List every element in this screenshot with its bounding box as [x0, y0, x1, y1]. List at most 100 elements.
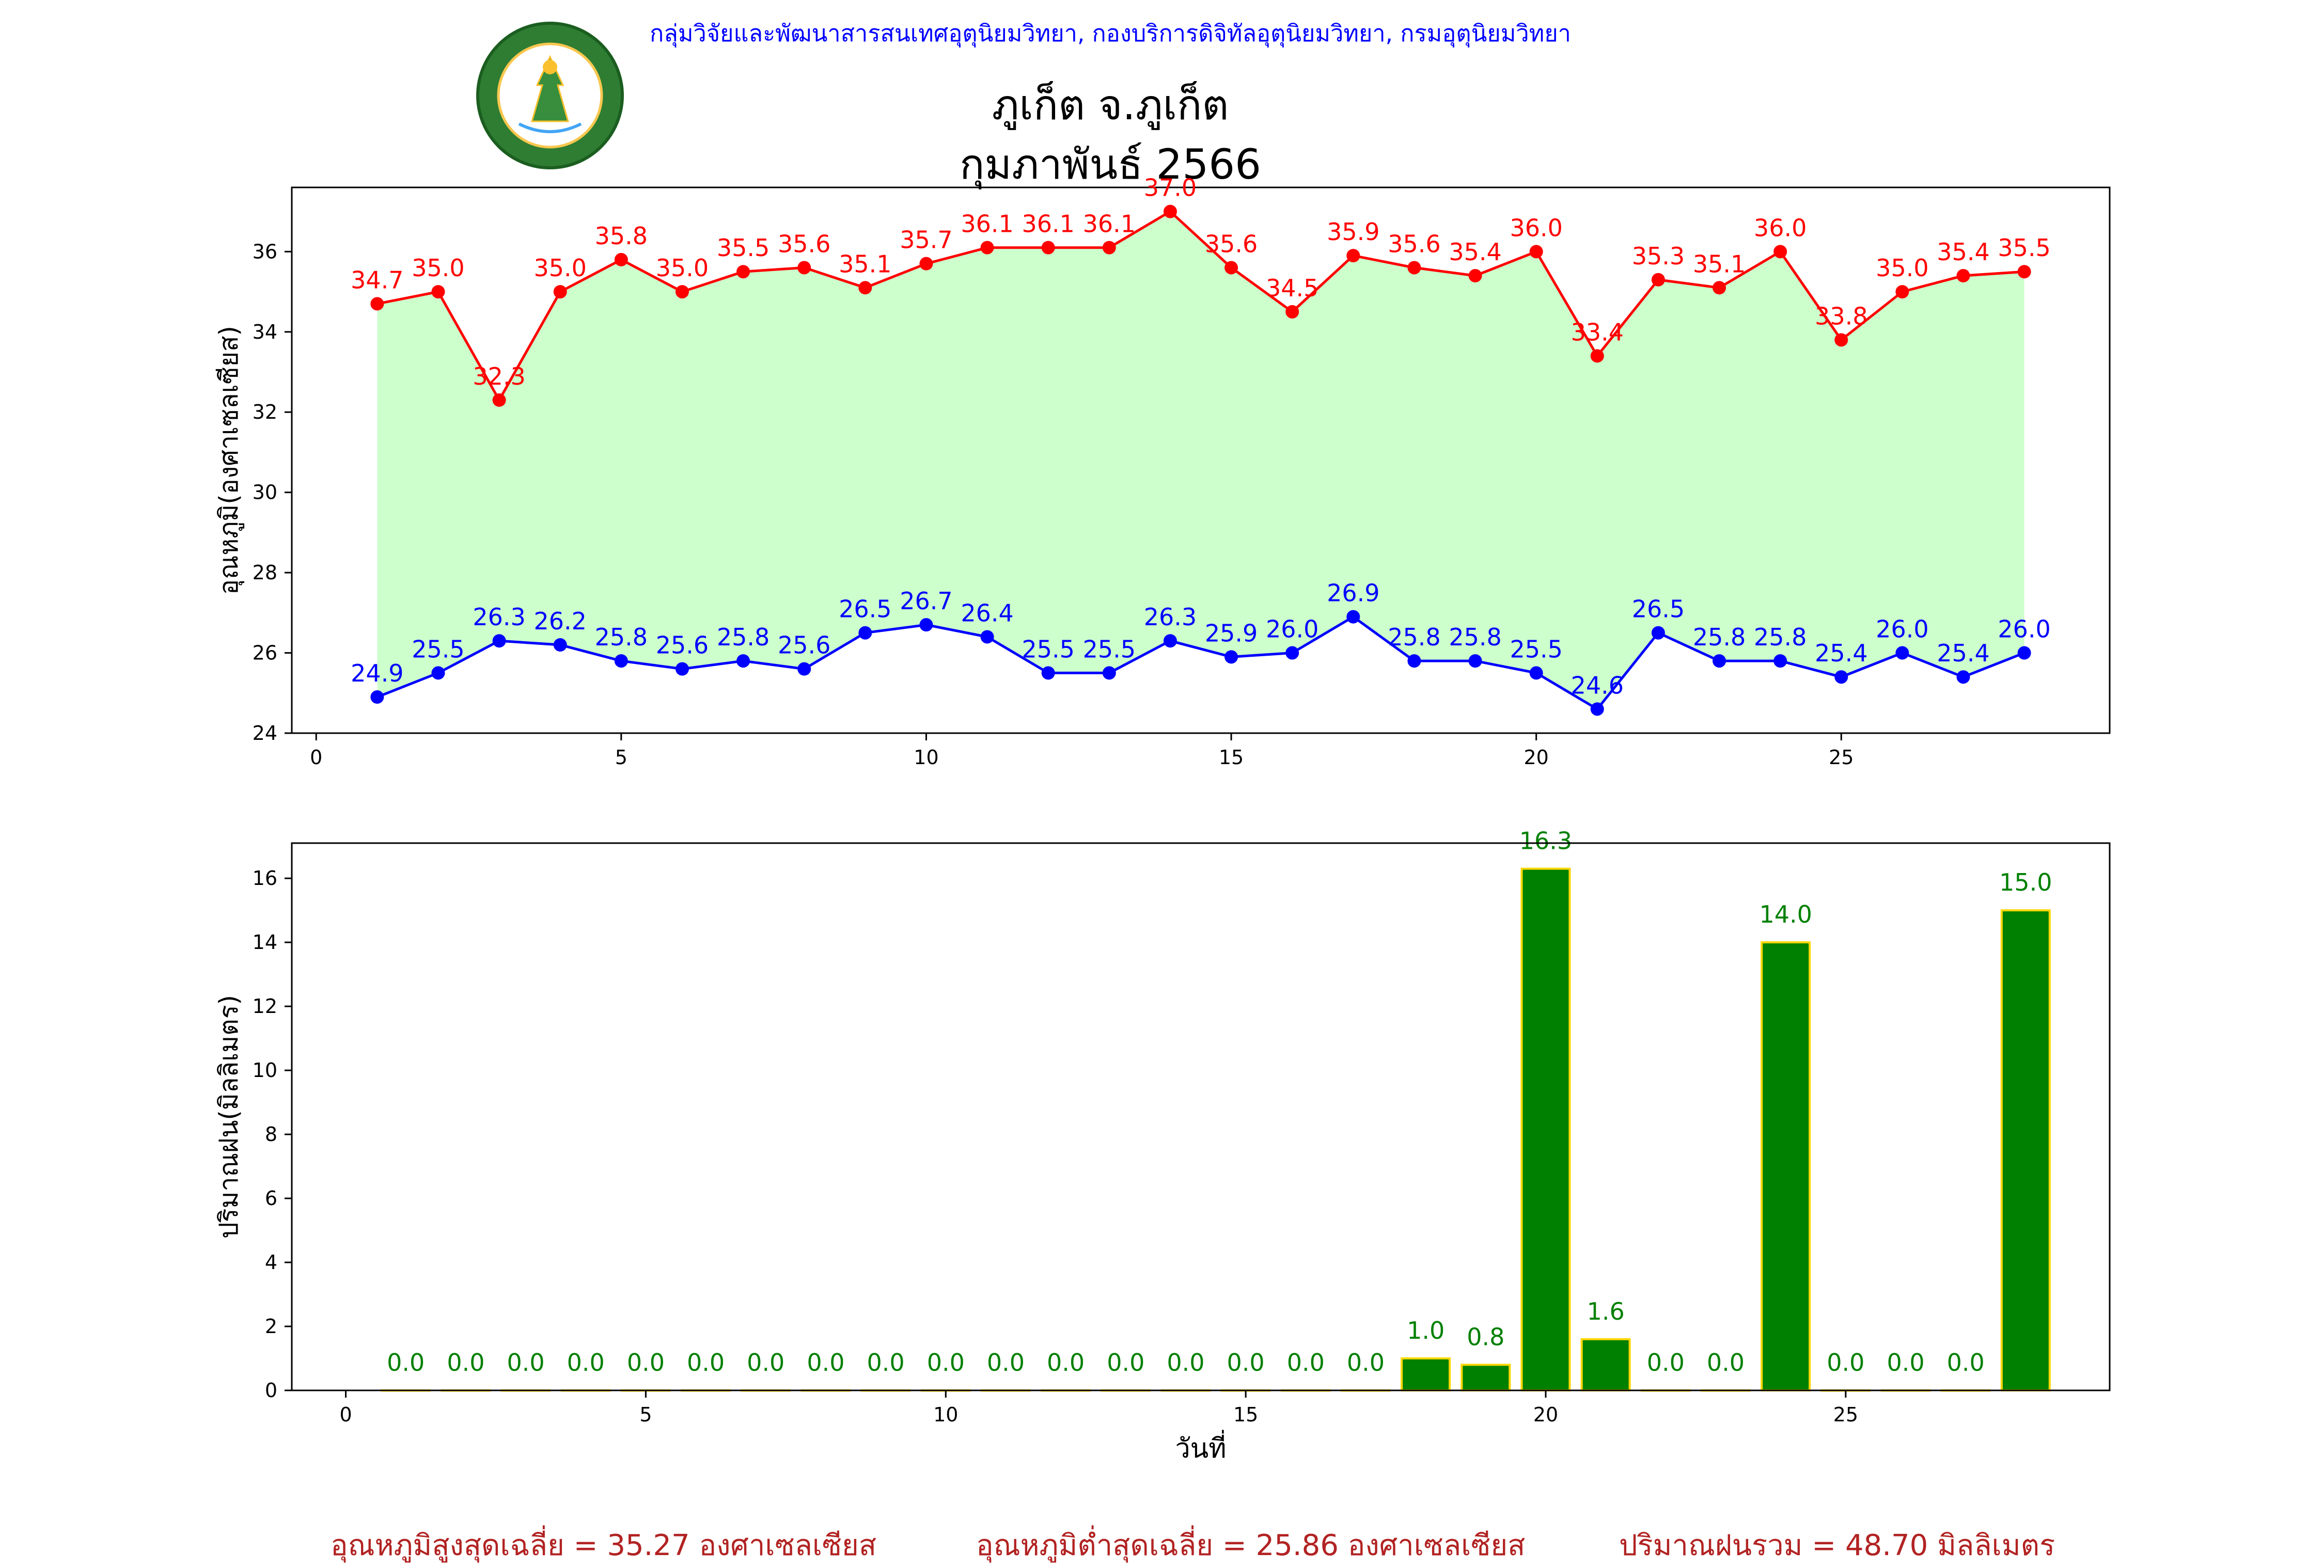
temperature-range-fill — [377, 211, 2024, 709]
rain-bar — [2000, 909, 2051, 1391]
min-temperature-line — [376, 615, 2025, 711]
rain-bar-label: 0.0 — [567, 1349, 605, 1376]
min-temperature-point — [1285, 646, 1299, 660]
min-temperature-label: 24.6 — [1571, 671, 1624, 699]
min-temperature-label: 25.8 — [1449, 623, 1501, 651]
rain-bar-label: 16.3 — [1519, 827, 1572, 855]
max-temperature-line — [376, 210, 2024, 403]
rain-x-tick-label: 10 — [933, 1403, 958, 1426]
rain-y-tick-label: 16 — [253, 867, 277, 890]
max-temperature-label: 32.3 — [473, 362, 525, 390]
min-temperature-point — [1407, 654, 1421, 668]
rain-bar-label: 0.0 — [387, 1349, 425, 1376]
temperature-y-tick-label: 30 — [253, 481, 277, 504]
min-temperature-label: 25.4 — [1815, 639, 1867, 667]
min-temperature-label: 26.5 — [839, 595, 891, 623]
min-temperature-point — [675, 662, 689, 676]
min-temperature-label: 26.7 — [900, 587, 952, 615]
max-temperature-label: 35.0 — [1876, 254, 1928, 282]
rain-x-tick-label: 0 — [339, 1403, 352, 1426]
rain-x-tick-label: 15 — [1233, 1403, 1258, 1426]
rain-bar-label: 0.0 — [1347, 1349, 1385, 1376]
max-temperature-label: 35.0 — [412, 254, 464, 282]
max-temperature-point — [553, 285, 567, 299]
rain-bar-label: 15.0 — [1999, 868, 2052, 896]
min-temperature-label: 25.8 — [1754, 623, 1807, 651]
rain-y-tick-label: 12 — [253, 995, 277, 1018]
min-temperature-label: 26.0 — [1266, 615, 1318, 643]
max-temperature-point — [1834, 333, 1848, 347]
temperature-x-tick-label: 15 — [1219, 746, 1244, 769]
min-temperature-point — [1590, 702, 1604, 716]
max-temperature-point — [797, 261, 811, 275]
rain-bar-label: 0.0 — [1947, 1349, 1985, 1376]
max-temperature-label: 36.1 — [1022, 210, 1074, 238]
min-temperature-label: 26.2 — [534, 607, 587, 635]
max-temperature-label: 35.5 — [1998, 234, 2050, 262]
min-temperature-point — [980, 630, 994, 644]
rain-x-axis-label: วันที่ — [1175, 1430, 1226, 1464]
max-temperature-point — [1895, 285, 1909, 299]
min-temperature-label: 25.5 — [412, 635, 464, 663]
min-temperature-point — [1529, 666, 1543, 680]
temperature-x-tick-label: 25 — [1829, 746, 1854, 769]
max-temperature-label: 34.5 — [1266, 274, 1318, 302]
min-temperature-label: 26.0 — [1998, 615, 2050, 643]
rain-bar — [1580, 1338, 1631, 1391]
chart-title-station: ภูเก็ต จ.ภูเก็ต — [992, 81, 1229, 129]
max-temperature-label: 35.4 — [1449, 238, 1501, 266]
min-temperature-point — [736, 654, 750, 668]
chart-title-period: กุมภาพันธ์ 2566 — [959, 140, 1262, 188]
rain-bar-label: 0.0 — [927, 1349, 965, 1376]
organization-header: กลุ่มวิจัยและพัฒนาสารสนเทศอุตุนิยมวิทยา,… — [650, 20, 1571, 47]
min-temperature-point — [1895, 646, 1909, 660]
min-temperature-point — [1041, 666, 1055, 680]
max-temperature-point — [858, 281, 872, 295]
max-temperature-point — [1651, 273, 1665, 287]
rain-bar-label: 0.0 — [1647, 1349, 1685, 1376]
rain-bar-label: 0.0 — [807, 1349, 844, 1376]
temperature-x-tick-label: 10 — [914, 746, 938, 769]
max-temperature-point — [736, 265, 750, 279]
temperature-y-tick-label: 28 — [253, 561, 277, 584]
rain-y-tick-label: 2 — [265, 1315, 277, 1338]
max-temperature-label: 35.8 — [595, 222, 648, 250]
max-temperature-point — [431, 285, 445, 299]
max-temperature-point — [919, 257, 933, 271]
rain-bar-label: 0.0 — [747, 1349, 784, 1376]
min-temperature-label: 24.9 — [351, 659, 403, 687]
rain-y-tick-label: 10 — [253, 1059, 277, 1082]
avg-max-temp-summary: อุณหภูมิสูงสุดเฉลี่ย = 35.27 องศาเซลเซีย… — [331, 1529, 877, 1562]
min-temperature-point — [1468, 654, 1482, 668]
rain-y-tick-label: 14 — [253, 931, 277, 954]
rain-y-tick-label: 8 — [265, 1123, 277, 1146]
rain-bar — [1520, 867, 1571, 1392]
rain-y-tick-label: 0 — [265, 1379, 277, 1402]
temperature-y-tick-label: 24 — [253, 722, 277, 745]
min-temperature-label: 26.3 — [473, 603, 525, 631]
max-temperature-label: 35.1 — [839, 250, 891, 278]
min-temperature-label: 26.0 — [1876, 615, 1928, 643]
min-temperature-point — [797, 662, 811, 676]
rain-bar — [1401, 1357, 1451, 1392]
rain-bar-label: 0.0 — [1227, 1349, 1265, 1376]
rain-bar-label: 0.0 — [867, 1349, 905, 1376]
min-temperature-point — [1346, 610, 1360, 624]
rain-bar-label: 0.0 — [507, 1349, 544, 1376]
rain-bar-label: 0.0 — [1167, 1349, 1204, 1376]
max-temperature-label: 36.1 — [961, 210, 1013, 238]
rain-bar-label: 0.0 — [447, 1349, 484, 1376]
max-temperature-point — [1590, 349, 1604, 363]
max-temperature-label: 36.1 — [1083, 210, 1136, 238]
min-temperature-label: 26.5 — [1632, 595, 1685, 623]
min-temperature-label: 25.8 — [1693, 623, 1746, 651]
min-temperature-label: 25.8 — [595, 623, 648, 651]
max-temperature-point — [1773, 245, 1787, 259]
max-temperature-label: 36.0 — [1510, 214, 1562, 242]
rain-bar-label: 1.6 — [1587, 1297, 1625, 1325]
min-temperature-point — [431, 666, 445, 680]
rain-x-tick-label: 25 — [1833, 1403, 1858, 1426]
min-temperature-label: 25.5 — [1022, 635, 1074, 663]
rain-y-tick-label: 6 — [265, 1187, 277, 1210]
rain-bar-label: 0.0 — [1047, 1349, 1085, 1376]
